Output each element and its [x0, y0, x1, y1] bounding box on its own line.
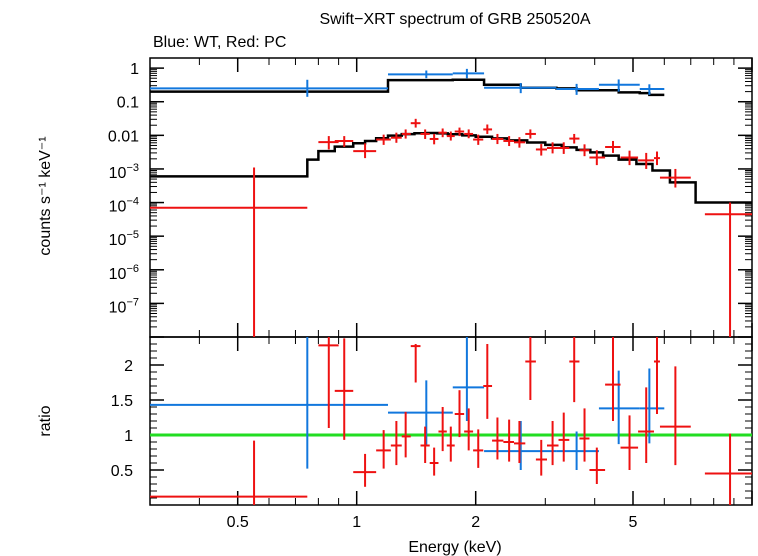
spectrum-y-tick-label: 1	[130, 61, 139, 78]
spectrum-y-tick-label: 0.1	[117, 95, 139, 112]
chart-title: Swift−XRT spectrum of GRB 250520A	[319, 11, 590, 28]
x-tick-label: 2	[471, 514, 480, 531]
tick-base: 10	[109, 199, 127, 216]
ratio-y-axis-label: ratio	[37, 405, 54, 436]
x-tick-label: 5	[629, 514, 638, 531]
tick-exponent: −4	[126, 196, 139, 208]
tick-base: 10	[109, 232, 127, 249]
ratio-y-tick-label: 2	[124, 358, 133, 375]
spectrum-y-tick-label: 10−7	[109, 296, 139, 316]
ratio-y-tick-label: 1	[124, 428, 133, 445]
spectrum-plot-area	[150, 68, 752, 337]
ratio-y-tick-label: 0.5	[111, 463, 133, 480]
spectrum-panel-frame	[149, 57, 753, 338]
spectrum-y-axis-label: counts s⁻¹ keV⁻¹	[37, 136, 54, 255]
tick-exponent: −6	[126, 263, 139, 275]
x-axis-label: Energy (keV)	[408, 539, 501, 556]
tick-base: 10	[109, 299, 127, 316]
tick-exponent: −5	[126, 229, 139, 241]
ratio-panel-frame	[149, 336, 753, 506]
spectrum-y-tick-label: 0.01	[108, 128, 139, 145]
x-tick-label: 0.5	[227, 514, 249, 531]
model-step-line	[150, 131, 752, 204]
spectrum-y-tick-label: 10−5	[109, 229, 139, 249]
x-tick-label: 1	[352, 514, 361, 531]
spectrum-y-tick-label: 10−3	[109, 162, 139, 182]
spectrum-y-tick-label: 10−4	[109, 196, 139, 216]
tick-exponent: −3	[126, 162, 139, 174]
tick-exponent: −7	[126, 296, 139, 308]
model-step-line	[150, 78, 665, 97]
spectrum-y-tick-label: 10−6	[109, 263, 139, 283]
ratio-plot-area	[150, 337, 752, 505]
chart-subtitle-legend: Blue: WT, Red: PC	[153, 34, 286, 51]
ratio-y-tick-label: 1.5	[111, 393, 133, 410]
tick-base: 10	[109, 165, 127, 182]
tick-base: 10	[109, 266, 127, 283]
plot-layer: 0.5 1 2 510.10.0110−310−410−510−610−70.511.…	[108, 57, 753, 531]
